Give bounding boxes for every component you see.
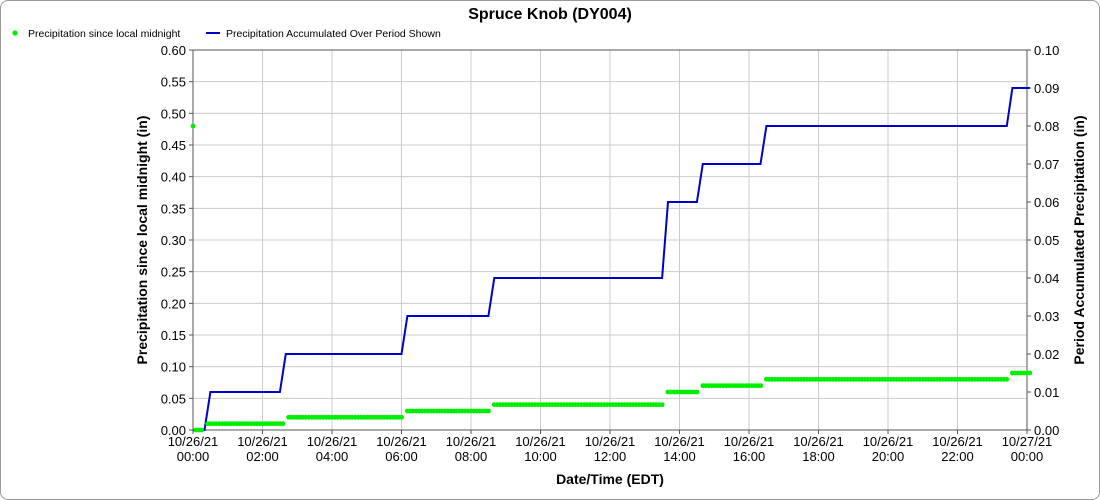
legend-label-period-accumulated: Precipitation Accumulated Over Period Sh… xyxy=(226,28,441,40)
y-left-tick-label: 0.45 xyxy=(161,138,186,153)
data-point-precip-since-midnight xyxy=(1004,376,1010,382)
x-tick-label-time: 08:00 xyxy=(455,449,488,464)
data-point-precip-since-midnight xyxy=(280,421,286,427)
y-right-tick-label: 0.01 xyxy=(1034,385,1059,400)
x-tick-label-date: 10/27/21 xyxy=(1002,434,1053,449)
x-tick-label-time: 02:00 xyxy=(246,449,279,464)
y-left-tick-label: 0.35 xyxy=(161,201,186,216)
y-left-axis-title: Precipitation since local midnight (in) xyxy=(134,116,150,365)
y-left-tick-label: 0.15 xyxy=(161,328,186,343)
y-right-tick-label: 0.07 xyxy=(1034,157,1059,172)
x-tick-label-date: 10/26/21 xyxy=(585,434,636,449)
x-tick-label-date: 10/26/21 xyxy=(654,434,705,449)
x-tick-label-date: 10/26/21 xyxy=(446,434,497,449)
data-point-precip-since-midnight xyxy=(659,402,665,408)
x-tick-label-time: 20:00 xyxy=(872,449,905,464)
series-layer xyxy=(190,87,1033,433)
x-tick-label-time: 10:00 xyxy=(524,449,557,464)
data-point-precip-since-midnight xyxy=(1027,370,1033,376)
grid-lines xyxy=(192,49,1028,431)
data-point-precip-since-midnight xyxy=(486,408,491,414)
x-tick-label-date: 10/26/21 xyxy=(168,434,219,449)
y-right-tick-label: 0.09 xyxy=(1034,81,1059,96)
y-right-tick-label: 0.00 xyxy=(1034,423,1059,438)
chart-title: Spruce Knob (DY004) xyxy=(468,6,632,23)
x-axis-title: Date/Time (EDT) xyxy=(556,471,664,487)
x-tick-label-time: 00:00 xyxy=(177,449,210,464)
y-left-tick-label: 0.10 xyxy=(161,360,186,375)
y-left-tick-label: 0.25 xyxy=(161,265,186,280)
y-right-tick-label: 0.05 xyxy=(1034,233,1059,248)
y-left-tick-label: 0.30 xyxy=(161,233,186,248)
y-right-tick-label: 0.03 xyxy=(1034,309,1059,324)
x-tick-label-time: 14:00 xyxy=(663,449,696,464)
y-left-tick-label: 0.20 xyxy=(161,296,186,311)
x-tick-label-date: 10/26/21 xyxy=(863,434,914,449)
x-tick-label-date: 10/26/21 xyxy=(307,434,358,449)
legend-label-precip-since-midnight: Precipitation since local midnight xyxy=(28,28,180,40)
data-point-precip-since-midnight xyxy=(758,383,764,389)
y-left-tick-label: 0.40 xyxy=(161,170,186,185)
x-tick-label-time: 18:00 xyxy=(802,449,835,464)
y-right-tick-label: 0.10 xyxy=(1034,43,1059,58)
x-tick-label-time: 00:00 xyxy=(1011,449,1044,464)
x-tick-label-date: 10/26/21 xyxy=(932,434,983,449)
x-tick-label-date: 10/26/21 xyxy=(376,434,427,449)
x-tick-label-date: 10/26/21 xyxy=(515,434,566,449)
x-tick-label-time: 16:00 xyxy=(733,449,766,464)
y-left-tick-label: 0.50 xyxy=(161,106,186,121)
y-left-tick-label: 0.60 xyxy=(161,43,186,58)
data-point-precip-since-midnight xyxy=(190,123,196,129)
axis-ticks: 10/26/2100:0010/26/2102:0010/26/2104:001… xyxy=(161,43,1060,464)
x-tick-label-time: 22:00 xyxy=(941,449,974,464)
y-right-tick-label: 0.06 xyxy=(1034,195,1059,210)
legend: Precipitation since local midnight Preci… xyxy=(12,28,441,40)
series-line-period-accumulated xyxy=(193,87,1030,431)
y-right-axis-title: Period Accumulated Precipitation (in) xyxy=(1071,115,1087,364)
y-left-tick-label: 0.00 xyxy=(161,423,186,438)
x-tick-label-time: 06:00 xyxy=(385,449,418,464)
data-point-precip-since-midnight xyxy=(694,389,700,395)
x-tick-label-time: 04:00 xyxy=(316,449,349,464)
x-tick-label-time: 12:00 xyxy=(594,449,627,464)
y-left-tick-label: 0.05 xyxy=(161,391,186,406)
y-right-tick-label: 0.02 xyxy=(1034,347,1059,362)
x-tick-label-date: 10/26/21 xyxy=(724,434,775,449)
data-point-precip-since-midnight xyxy=(399,414,404,420)
y-right-tick-label: 0.08 xyxy=(1034,119,1059,134)
x-tick-label-date: 10/26/21 xyxy=(793,434,844,449)
y-left-tick-label: 0.55 xyxy=(161,75,186,90)
y-right-tick-label: 0.04 xyxy=(1034,271,1059,286)
data-point-precip-since-midnight xyxy=(199,427,205,433)
x-tick-label-date: 10/26/21 xyxy=(237,434,288,449)
legend-marker-precip-since-midnight xyxy=(12,30,18,36)
